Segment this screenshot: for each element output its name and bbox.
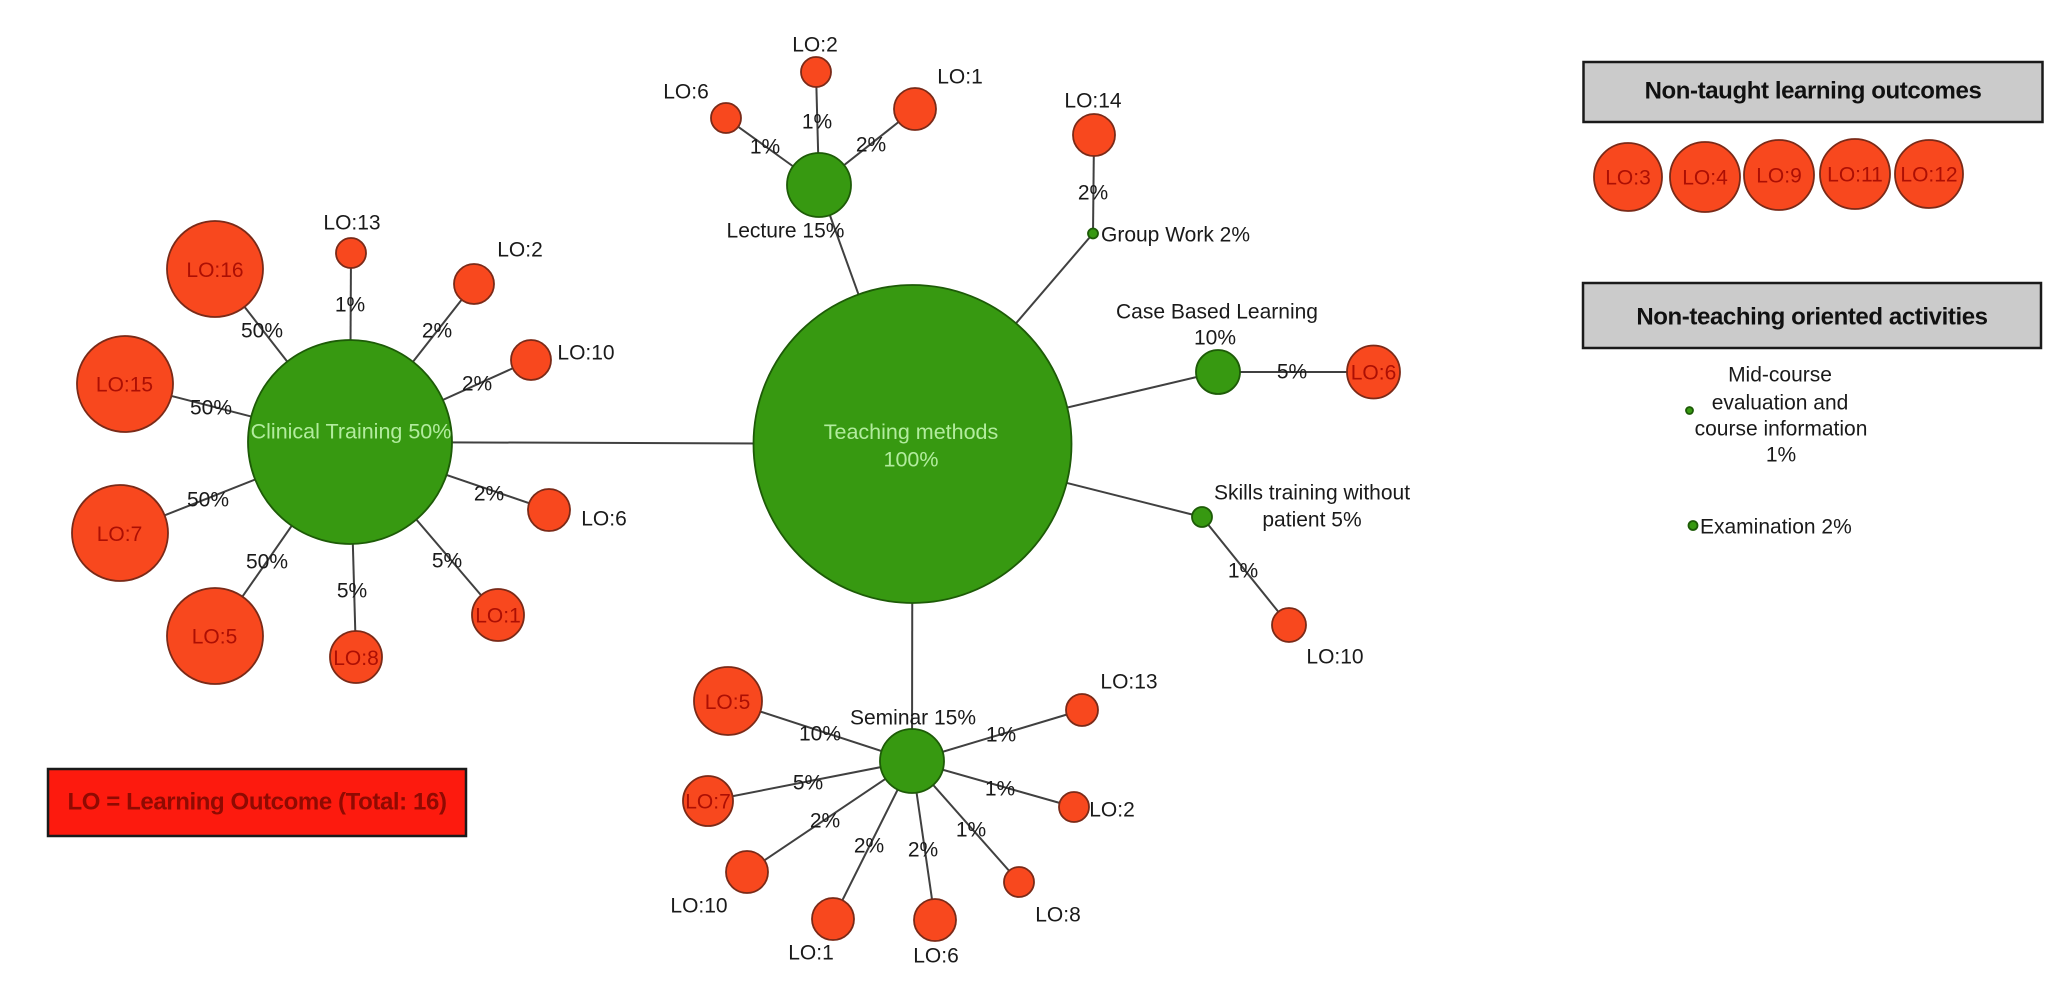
svg-text:Seminar 15%: Seminar 15% (850, 707, 976, 730)
svg-text:LO:2: LO:2 (1089, 799, 1135, 822)
svg-text:LO:11: LO:11 (1827, 164, 1883, 187)
svg-text:LO:7: LO:7 (685, 791, 731, 814)
svg-text:LO:7: LO:7 (97, 523, 143, 546)
svg-text:1%: 1% (335, 294, 365, 317)
svg-text:LO:15: LO:15 (96, 374, 153, 397)
svg-text:LO:1: LO:1 (937, 66, 983, 89)
svg-text:LO:3: LO:3 (1605, 167, 1651, 190)
svg-text:1%: 1% (956, 819, 986, 842)
svg-text:Skills training without: Skills training without (1214, 482, 1410, 505)
svg-text:2%: 2% (1078, 182, 1108, 205)
svg-text:10%: 10% (799, 723, 841, 746)
svg-text:1%: 1% (750, 136, 780, 159)
svg-text:5%: 5% (793, 772, 823, 795)
svg-text:LO:14: LO:14 (1064, 90, 1122, 113)
svg-text:LO:13: LO:13 (323, 212, 380, 235)
svg-text:LO:5: LO:5 (705, 691, 751, 714)
svg-text:LO:10: LO:10 (1306, 646, 1363, 669)
svg-text:50%: 50% (241, 320, 283, 343)
svg-text:1%: 1% (802, 111, 832, 134)
svg-text:LO:6: LO:6 (913, 945, 959, 968)
svg-text:2%: 2% (462, 373, 492, 396)
svg-text:Examination 2%: Examination 2% (1700, 516, 1852, 539)
svg-text:5%: 5% (337, 580, 367, 603)
svg-text:LO:6: LO:6 (581, 508, 627, 531)
svg-text:Group Work 2%: Group Work 2% (1101, 224, 1250, 247)
svg-text:LO:4: LO:4 (1682, 167, 1728, 190)
svg-text:LO:6: LO:6 (1351, 362, 1397, 385)
svg-text:LO:1: LO:1 (475, 605, 521, 628)
svg-text:LO:16: LO:16 (186, 259, 243, 282)
svg-text:Teaching methods: Teaching methods (824, 420, 999, 444)
svg-text:LO:2: LO:2 (792, 34, 838, 57)
svg-text:10%: 10% (1194, 327, 1236, 350)
svg-text:1%: 1% (1228, 560, 1258, 583)
svg-text:100%: 100% (884, 448, 939, 472)
svg-text:LO:8: LO:8 (333, 647, 379, 670)
svg-text:50%: 50% (187, 489, 229, 512)
svg-text:50%: 50% (190, 397, 232, 420)
svg-text:50%: 50% (246, 551, 288, 574)
svg-text:2%: 2% (422, 320, 452, 343)
svg-text:LO:13: LO:13 (1100, 671, 1157, 694)
svg-text:Mid-course: Mid-course (1728, 364, 1832, 387)
svg-text:LO:8: LO:8 (1035, 904, 1081, 927)
svg-text:LO:10: LO:10 (670, 895, 727, 918)
svg-text:Clinical Training 50%: Clinical Training 50% (251, 420, 452, 444)
svg-text:course information: course information (1695, 418, 1868, 441)
svg-text:5%: 5% (1277, 361, 1307, 384)
svg-text:Case Based Learning: Case Based Learning (1116, 301, 1318, 324)
svg-text:2%: 2% (810, 810, 840, 833)
svg-text:2%: 2% (474, 483, 504, 506)
svg-text:LO:5: LO:5 (192, 626, 238, 649)
svg-text:Lecture 15%: Lecture 15% (727, 220, 845, 243)
svg-text:LO = Learning Outcome (Total:: LO = Learning Outcome (Total: 16) (67, 789, 446, 816)
svg-text:5%: 5% (432, 550, 462, 573)
svg-text:2%: 2% (908, 839, 938, 862)
svg-text:LO:6: LO:6 (663, 81, 709, 104)
svg-text:LO:10: LO:10 (557, 342, 614, 365)
svg-text:2%: 2% (856, 134, 886, 157)
svg-text:Non-taught learning outcomes: Non-taught learning outcomes (1645, 78, 1982, 105)
svg-text:LO:2: LO:2 (497, 239, 543, 262)
svg-text:patient 5%: patient 5% (1262, 509, 1361, 532)
svg-text:LO:1: LO:1 (788, 942, 834, 965)
svg-text:2%: 2% (854, 835, 884, 858)
svg-text:1%: 1% (1766, 444, 1796, 467)
svg-text:evaluation and: evaluation and (1712, 392, 1849, 415)
svg-text:1%: 1% (986, 724, 1016, 747)
svg-text:LO:9: LO:9 (1756, 165, 1802, 188)
svg-text:1%: 1% (985, 778, 1015, 801)
svg-text:LO:12: LO:12 (1900, 164, 1957, 187)
svg-text:Non-teaching oriented activiti: Non-teaching oriented activities (1636, 304, 1987, 331)
